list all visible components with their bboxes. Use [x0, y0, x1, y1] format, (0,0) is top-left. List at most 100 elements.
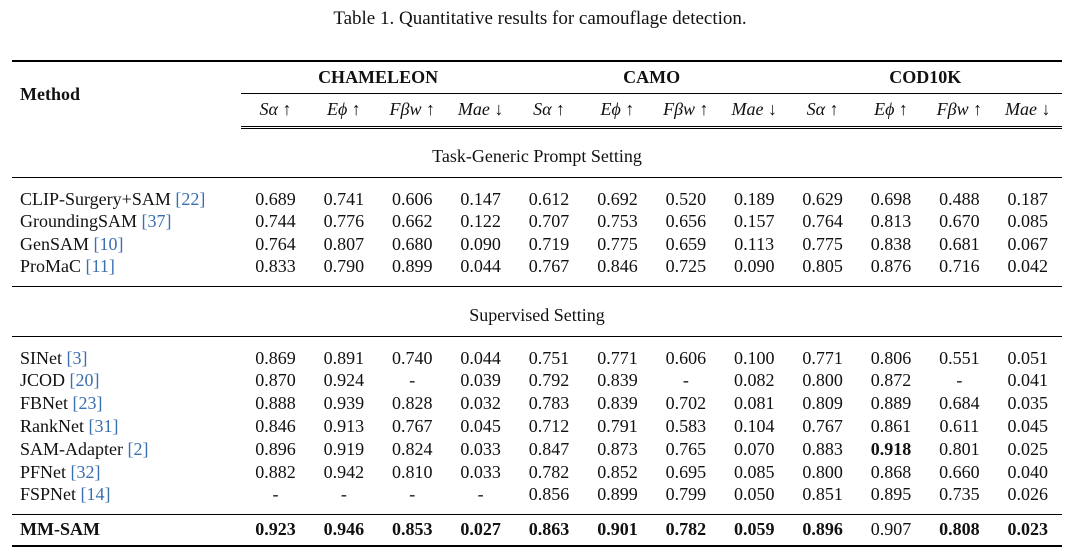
value-cell: 0.753 [597, 211, 638, 231]
citation-link[interactable]: [10] [93, 234, 124, 254]
value-cell: 0.895 [856, 484, 926, 515]
value-cell: 0.085 [1007, 211, 1049, 231]
citation-link[interactable]: [11] [85, 256, 115, 276]
value-cell: 0.520 [665, 189, 707, 209]
value-cell: 0.790 [309, 256, 379, 287]
value-cell: - [378, 484, 447, 515]
value-cell: 0.764 [255, 234, 296, 254]
table-row: SINet [3] 0.869 0.891 0.740 0.044 0.751 0.771 0… [12, 336, 1062, 369]
value-cell: 0.157 [733, 211, 775, 231]
method-name-cell: PFNet [32] [12, 461, 241, 484]
value-cell: 0.899 [583, 484, 652, 515]
value-cell: 0.771 [597, 348, 638, 368]
table-row: ProMaC [11] 0.833 0.790 0.899 0.044 0.767 0.84… [12, 256, 1062, 287]
citation-link[interactable]: [23] [72, 393, 103, 413]
value-cell: 0.611 [939, 416, 980, 436]
value-cell: 0.551 [939, 348, 980, 368]
value-cell: 0.026 [993, 484, 1062, 515]
value-cell: 0.805 [788, 256, 857, 287]
table-row: FBNet [23] 0.888 0.939 0.828 0.032 0.783 0.839… [12, 392, 1062, 415]
value-cell: 0.656 [665, 211, 707, 231]
method-name-cell: FSPNet [14] [12, 484, 242, 515]
group-header-camo: CAMO [514, 60, 789, 94]
value-cell: 0.659 [665, 234, 707, 254]
metric-header: Eϕ ↑ [856, 93, 926, 129]
table-row-final: MM-SAM 0.923 0.946 0.853 0.027 0.863 0.901 0.78… [12, 514, 1062, 547]
method-name-cell: GenSAM [10] [12, 233, 241, 256]
value-cell: 0.810 [392, 462, 433, 482]
value-cell: 0.851 [788, 484, 857, 515]
value-cell: 0.946 [309, 514, 379, 547]
value-cell: 0.883 [802, 439, 843, 459]
value-cell: 0.583 [665, 416, 707, 436]
value-cell: 0.783 [528, 393, 570, 413]
value-cell: 0.775 [802, 234, 843, 254]
value-cell: 0.716 [925, 256, 994, 287]
value-cell: 0.041 [1007, 370, 1049, 390]
value-cell: 0.767 [392, 416, 433, 436]
citation-link[interactable]: [2] [127, 439, 149, 459]
citation-link[interactable]: [31] [88, 416, 119, 436]
value-cell: 0.606 [665, 348, 707, 368]
table-row: PFNet [32] 0.882 0.942 0.810 0.033 0.782 0.852… [12, 461, 1062, 484]
method-name-cell: RankNet [31] [12, 415, 241, 438]
section-header-row: Task-Generic Prompt Setting [12, 127, 1062, 178]
method-name-cell: JCOD [20] [12, 369, 241, 392]
value-cell: 0.873 [597, 439, 638, 459]
method-name: RankNet [20, 416, 84, 436]
method-name: SAM-Adapter [20, 439, 123, 459]
value-cell: 0.629 [802, 189, 843, 209]
value-cell: 0.764 [802, 211, 843, 231]
value-cell: 0.681 [939, 234, 980, 254]
value-cell: 0.833 [241, 256, 310, 287]
value-cell: 0.924 [323, 370, 365, 390]
value-cell: 0.923 [241, 514, 310, 547]
value-cell: 0.023 [993, 514, 1062, 547]
value-cell: 0.767 [514, 256, 584, 287]
value-cell: 0.918 [870, 439, 912, 459]
value-cell: 0.775 [597, 234, 638, 254]
value-cell: 0.901 [583, 514, 652, 547]
value-cell: 0.039 [460, 370, 501, 390]
value-cell: 0.050 [720, 484, 789, 515]
value-cell: 0.040 [1007, 462, 1049, 482]
method-name-cell: FBNet [23] [12, 392, 241, 415]
citation-link[interactable]: [3] [66, 348, 88, 368]
value-cell: 0.765 [665, 439, 707, 459]
method-name-cell: SAM-Adapter [2] [12, 438, 241, 461]
table-row: GenSAM [10] 0.764 0.807 0.680 0.090 0.719 0.77… [12, 233, 1062, 256]
value-cell: 0.806 [870, 348, 912, 368]
method-name-cell: SINet [3] [12, 336, 241, 369]
section-header-row: Supervised Setting [12, 286, 1062, 337]
value-cell: 0.888 [255, 393, 296, 413]
value-cell: 0.853 [378, 514, 447, 547]
value-cell: 0.725 [651, 256, 721, 287]
value-cell: 0.809 [802, 393, 843, 413]
value-cell: 0.863 [514, 514, 584, 547]
citation-link[interactable]: [32] [70, 462, 101, 482]
value-cell: 0.670 [939, 211, 980, 231]
results-table: Method CHAMELEON CAMO COD10K Sα ↑ Eϕ ↑ F… [12, 60, 1062, 547]
citation-link[interactable]: [20] [69, 370, 100, 390]
value-cell: 0.660 [939, 462, 980, 482]
value-cell: 0.090 [460, 234, 501, 254]
value-cell: 0.799 [651, 484, 721, 515]
value-cell: 0.792 [528, 370, 570, 390]
table-row: SAM-Adapter [2] 0.896 0.919 0.824 0.033 0.847… [12, 438, 1062, 461]
value-cell: 0.033 [460, 462, 501, 482]
citation-link[interactable]: [37] [141, 211, 172, 231]
citation-link[interactable]: [22] [175, 189, 206, 209]
value-cell: 0.807 [323, 234, 365, 254]
value-cell: 0.828 [392, 393, 433, 413]
value-cell: 0.939 [323, 393, 365, 413]
value-cell: 0.059 [720, 514, 789, 547]
citation-link[interactable]: [14] [80, 484, 111, 504]
value-cell: 0.070 [733, 439, 775, 459]
value-cell: 0.735 [925, 484, 994, 515]
table-row: GroundingSAM [37] 0.744 0.776 0.662 0.122 0.7… [12, 210, 1062, 233]
value-cell: 0.612 [528, 189, 570, 209]
value-cell: 0.606 [392, 189, 433, 209]
value-cell: 0.044 [446, 256, 515, 287]
value-cell: 0.846 [255, 416, 296, 436]
method-header: Method [12, 60, 242, 127]
